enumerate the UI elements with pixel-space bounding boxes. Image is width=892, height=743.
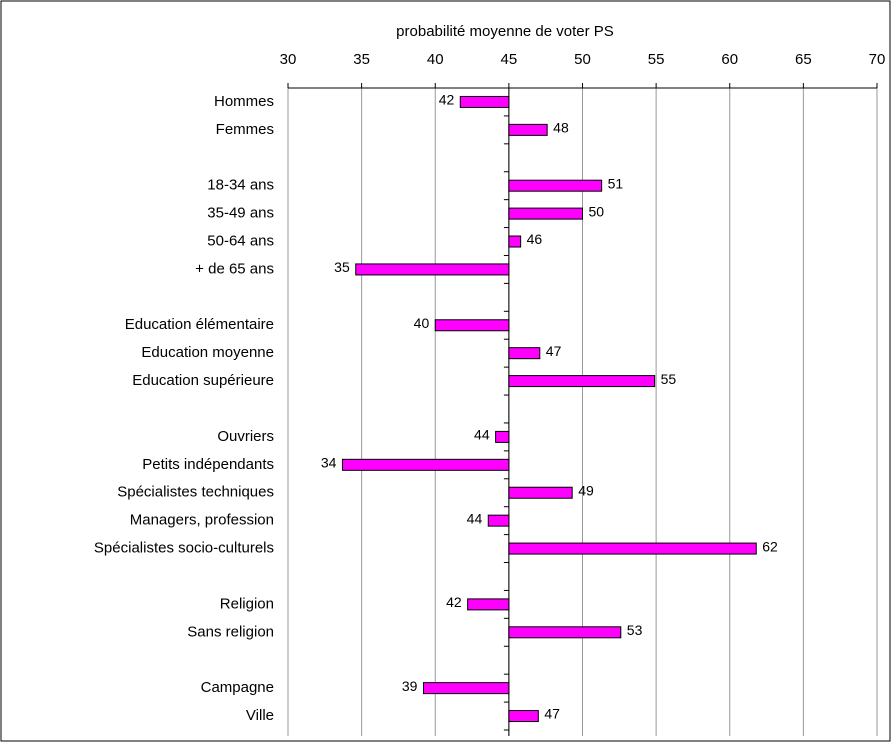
y-tick-label: Petits indépendants <box>142 456 274 473</box>
x-tick-label: 50 <box>574 51 591 68</box>
x-tick-label: 40 <box>427 51 444 68</box>
bar <box>355 263 510 276</box>
data-label: 40 <box>414 315 430 331</box>
y-tick-label: Education moyenne <box>141 344 274 361</box>
y-tick-label: Sans religion <box>187 623 274 640</box>
data-label: 53 <box>627 622 643 638</box>
y-tick-label: Education élémentaire <box>125 316 274 333</box>
y-tick-label: + de 65 ans <box>195 260 274 277</box>
bar <box>495 430 510 443</box>
bar <box>341 458 510 471</box>
y-tick-label: Religion <box>220 595 274 612</box>
y-tick-label: Femmes <box>216 121 274 138</box>
y-tick-label: Education supérieure <box>132 372 274 389</box>
data-label: 35 <box>334 259 350 275</box>
data-label: 46 <box>527 231 543 247</box>
data-label: 47 <box>544 706 560 722</box>
x-tick-label: 60 <box>721 51 738 68</box>
x-tick-label: 45 <box>501 51 518 68</box>
data-label: 42 <box>446 594 462 610</box>
data-label: 47 <box>546 343 562 359</box>
bar <box>467 598 510 611</box>
y-tick-label: Spécialistes techniques <box>117 484 274 501</box>
bar <box>459 95 510 108</box>
bar <box>487 514 510 527</box>
data-label: 42 <box>439 92 455 108</box>
bar <box>508 123 548 136</box>
data-label: 44 <box>474 427 490 443</box>
bar <box>508 207 583 220</box>
data-label: 50 <box>589 203 605 219</box>
y-tick-label: Campagne <box>201 679 274 696</box>
x-tick-label: 30 <box>280 51 297 68</box>
bar <box>508 179 603 192</box>
bar <box>508 347 541 360</box>
data-label: 55 <box>661 371 677 387</box>
y-tick-label: Ouvriers <box>217 428 274 445</box>
y-tick-label: Ville <box>246 707 274 724</box>
bar <box>422 682 510 695</box>
data-label: 34 <box>321 455 337 471</box>
y-tick-label: Managers, profession <box>130 512 274 529</box>
x-tick-label: 55 <box>648 51 665 68</box>
bar <box>508 626 622 639</box>
bar <box>434 319 510 332</box>
x-tick-label: 65 <box>795 51 812 68</box>
y-tick-label: 50-64 ans <box>207 232 274 249</box>
y-tick-label: 18-34 ans <box>207 177 274 194</box>
y-tick-label: 35-49 ans <box>207 205 274 222</box>
bar <box>508 486 573 499</box>
bar <box>508 235 522 248</box>
data-label: 44 <box>467 510 483 526</box>
x-tick-label: 35 <box>353 51 370 68</box>
x-axis-title: probabilité moyenne de voter PS <box>396 23 614 40</box>
data-label: 51 <box>608 175 624 191</box>
y-tick-label: Spécialistes socio-culturels <box>94 540 274 557</box>
bar <box>508 375 656 388</box>
bar <box>508 542 757 555</box>
data-label: 48 <box>553 120 569 136</box>
data-label: 49 <box>578 482 594 498</box>
data-label: 39 <box>402 678 418 694</box>
bar <box>508 710 539 723</box>
y-tick-label: Hommes <box>214 93 274 110</box>
data-label: 62 <box>762 538 778 554</box>
x-tick-label: 70 <box>869 51 886 68</box>
